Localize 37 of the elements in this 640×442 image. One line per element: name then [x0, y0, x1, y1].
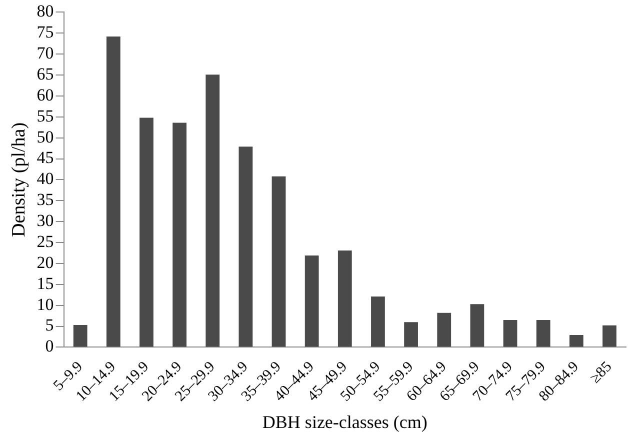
bar — [272, 176, 286, 347]
bar — [140, 118, 154, 347]
bar — [238, 146, 253, 347]
y-tick-label: 75 — [36, 22, 54, 42]
y-tick-label: 10 — [36, 294, 54, 314]
bar — [569, 335, 584, 347]
bar — [602, 325, 616, 347]
bar — [437, 312, 452, 347]
bar — [106, 36, 120, 347]
bar — [536, 320, 550, 347]
y-tick-label: 30 — [36, 211, 54, 230]
bar — [503, 320, 518, 347]
y-axis-title: Density (pl/ha) — [8, 122, 30, 237]
y-tick-label: 50 — [36, 127, 54, 146]
bar — [371, 296, 385, 347]
bar — [338, 250, 352, 347]
y-tick-label: 40 — [36, 169, 54, 188]
bar — [172, 122, 186, 347]
y-tick-label: 25 — [36, 232, 54, 251]
y-tick-label: 80 — [36, 2, 54, 21]
y-tick-label: 70 — [36, 44, 54, 63]
bar — [470, 304, 484, 347]
y-tick-label: 55 — [36, 106, 54, 126]
y-tick-label: 35 — [36, 190, 54, 210]
y-tick-label: 20 — [36, 252, 54, 272]
y-tick-label: 5 — [45, 316, 54, 335]
x-tick-label: ≥85 — [587, 358, 616, 387]
y-tick-label: 15 — [36, 274, 54, 293]
bar — [206, 74, 220, 347]
y-tick-label: 45 — [36, 148, 54, 168]
bar — [73, 325, 88, 347]
bar — [304, 255, 319, 347]
y-tick-label: 65 — [36, 64, 54, 84]
y-tick-label: 60 — [36, 85, 54, 104]
y-tick-label: 0 — [45, 336, 54, 356]
bar — [404, 322, 418, 347]
x-axis-title: DBH size-classes (cm) — [262, 412, 428, 432]
